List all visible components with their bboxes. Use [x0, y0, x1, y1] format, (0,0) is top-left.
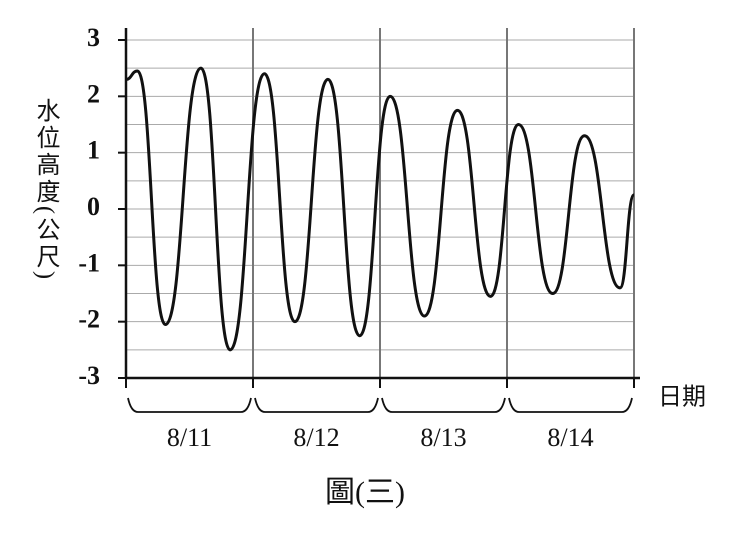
y-tick-label: -2 [78, 305, 100, 334]
y-tick-label: -3 [78, 361, 100, 390]
y-tick-label: 0 [87, 192, 100, 221]
y-axis-label: 水位高度(公尺) [32, 98, 58, 282]
x-category-label: 8/14 [547, 423, 593, 452]
date-brace [127, 397, 252, 413]
y-tick-label: 3 [87, 23, 100, 52]
y-tick-label: 2 [87, 79, 100, 108]
y-tick-label: 1 [87, 136, 100, 165]
x-axis-label: 日期 [658, 385, 706, 411]
date-brace [508, 397, 633, 413]
date-brace [381, 397, 506, 413]
water-level-line [125, 66, 636, 352]
y-tick-label: -1 [78, 248, 100, 277]
date-brace [254, 397, 379, 413]
x-category-label: 8/11 [167, 423, 212, 452]
x-category-label: 8/13 [420, 423, 466, 452]
caption: 圖(三) [325, 476, 405, 509]
x-category-label: 8/12 [293, 423, 339, 452]
